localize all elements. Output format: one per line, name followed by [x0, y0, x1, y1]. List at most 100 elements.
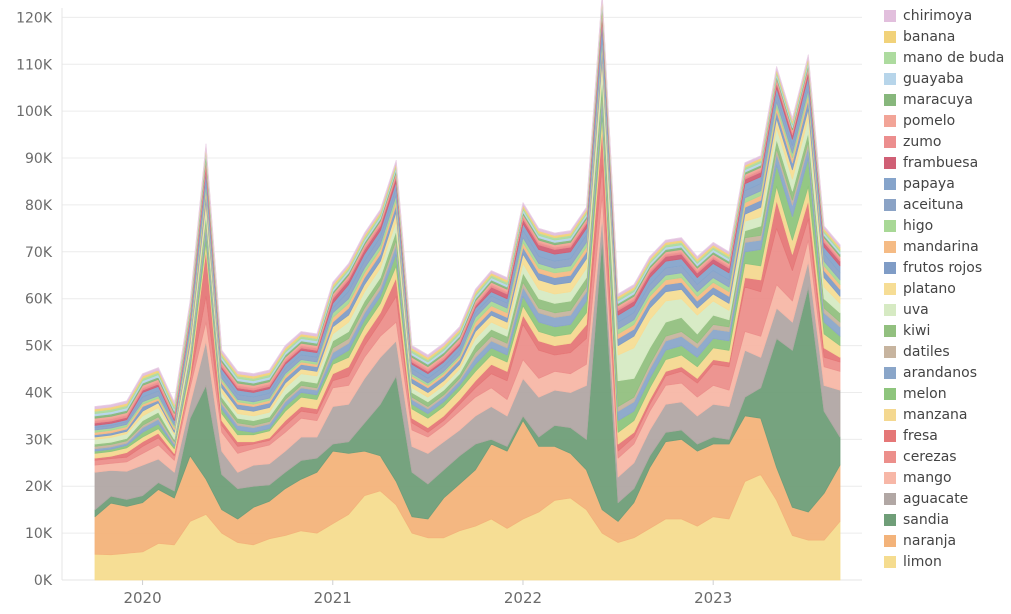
legend-swatch	[884, 366, 896, 379]
legend-item-papaya[interactable]: papaya	[884, 173, 1009, 194]
stacked-area-chart: 0K 10K 20K 30K 40K 50K 60K 70K 80K 90K 100K 110K 120…	[16, 0, 862, 607]
legend-swatch	[884, 387, 896, 400]
area-series-group	[94, 0, 841, 581]
x-tick-label: 2023	[694, 589, 732, 607]
y-tick-label: 30K	[25, 432, 53, 448]
legend-swatch	[884, 219, 896, 232]
legend-label: platano	[903, 280, 956, 297]
y-tick-label: 40K	[25, 385, 53, 401]
legend-item-manzana[interactable]: manzana	[884, 404, 1009, 425]
legend-swatch	[884, 135, 896, 148]
legend-item-frutos-rojos[interactable]: frutos rojos	[884, 257, 1009, 278]
area-chirimoya	[94, 0, 841, 410]
x-tick-label: 2020	[123, 589, 161, 607]
legend-label: mango	[903, 469, 952, 486]
legend-swatch	[884, 177, 896, 190]
area-edge-chirimoya	[94, 0, 841, 407]
legend-item-pomelo[interactable]: pomelo	[884, 110, 1009, 131]
legend-item-frambuesa[interactable]: frambuesa	[884, 152, 1009, 173]
legend-swatch	[884, 345, 896, 358]
legend-swatch	[884, 72, 896, 85]
legend-item-cerezas[interactable]: cerezas	[884, 446, 1009, 467]
legend-item-datiles[interactable]: datiles	[884, 341, 1009, 362]
legend-item-maracuya[interactable]: maracuya	[884, 89, 1009, 110]
legend-label: mano de buda	[903, 49, 1005, 66]
legend-swatch	[884, 534, 896, 547]
legend-label: manzana	[903, 406, 968, 423]
legend-swatch	[884, 513, 896, 526]
y-axis: 0K 10K 20K 30K 40K 50K 60K 70K 80K 90K 100K 110K 120…	[16, 10, 53, 589]
legend-swatch	[884, 156, 896, 169]
legend-swatch	[884, 408, 896, 421]
legend-label: naranja	[903, 532, 957, 549]
legend-item-limon[interactable]: limon	[884, 551, 1009, 572]
legend-label: fresa	[903, 427, 938, 444]
y-tick-label: 0K	[34, 573, 53, 589]
legend-label: aceituna	[903, 196, 964, 213]
legend-label: sandia	[903, 511, 950, 528]
legend-item-aguacate[interactable]: aguacate	[884, 488, 1009, 509]
y-tick-label: 100K	[16, 104, 53, 120]
legend-label: datiles	[903, 343, 950, 360]
y-tick-label: 70K	[25, 245, 53, 261]
legend-swatch	[884, 9, 896, 22]
legend-label: melon	[903, 385, 947, 402]
legend-swatch	[884, 324, 896, 337]
legend-swatch	[884, 30, 896, 43]
legend-swatch	[884, 303, 896, 316]
legend-swatch	[884, 492, 896, 505]
legend-label: aguacate	[903, 490, 969, 507]
legend-label: chirimoya	[903, 7, 973, 24]
legend-item-guayaba[interactable]: guayaba	[884, 68, 1009, 89]
legend-label: mandarina	[903, 238, 979, 255]
legend-label: higo	[903, 217, 934, 234]
legend-swatch	[884, 51, 896, 64]
y-tick-label: 10K	[25, 526, 53, 542]
legend-label: frambuesa	[903, 154, 979, 171]
legend-swatch	[884, 450, 896, 463]
y-tick-label: 120K	[16, 10, 53, 26]
legend-label: kiwi	[903, 322, 931, 339]
legend-item-higo[interactable]: higo	[884, 215, 1009, 236]
legend-swatch	[884, 240, 896, 253]
x-axis: 2020 2021 2022 2023	[123, 580, 732, 607]
legend-label: limon	[903, 553, 942, 570]
legend-label: zumo	[903, 133, 942, 150]
legend-item-mano-de-buda[interactable]: mano de buda	[884, 47, 1009, 68]
legend-swatch	[884, 93, 896, 106]
legend-swatch	[884, 282, 896, 295]
legend-item-sandia[interactable]: sandia	[884, 509, 1009, 530]
y-tick-label: 60K	[25, 292, 53, 308]
legend-label: maracuya	[903, 91, 973, 108]
legend-label: papaya	[903, 175, 955, 192]
legend-swatch	[884, 471, 896, 484]
legend-item-mango[interactable]: mango	[884, 467, 1009, 488]
legend-item-zumo[interactable]: zumo	[884, 131, 1009, 152]
legend-item-uva[interactable]: uva	[884, 299, 1009, 320]
y-tick-label: 80K	[25, 198, 53, 214]
legend-item-naranja[interactable]: naranja	[884, 530, 1009, 551]
legend-item-banana[interactable]: banana	[884, 26, 1009, 47]
legend-item-chirimoya[interactable]: chirimoya	[884, 5, 1009, 26]
legend-label: cerezas	[903, 448, 957, 465]
legend-label: arandanos	[903, 364, 977, 381]
legend-label: banana	[903, 28, 956, 45]
legend-item-mandarina[interactable]: mandarina	[884, 236, 1009, 257]
legend-label: uva	[903, 301, 929, 318]
x-tick-label: 2021	[314, 589, 352, 607]
y-tick-label: 90K	[25, 151, 53, 167]
legend-item-fresa[interactable]: fresa	[884, 425, 1009, 446]
legend-label: pomelo	[903, 112, 956, 129]
legend-swatch	[884, 429, 896, 442]
legend: chirimoya banana mano de buda guayaba maracu…	[884, 5, 1009, 572]
legend-swatch	[884, 198, 896, 211]
legend-item-aceituna[interactable]: aceituna	[884, 194, 1009, 215]
legend-item-platano[interactable]: platano	[884, 278, 1009, 299]
legend-label: frutos rojos	[903, 259, 983, 276]
legend-item-melon[interactable]: melon	[884, 383, 1009, 404]
x-tick-label: 2022	[504, 589, 542, 607]
legend-item-kiwi[interactable]: kiwi	[884, 320, 1009, 341]
legend-swatch	[884, 261, 896, 274]
legend-swatch	[884, 555, 896, 568]
legend-item-arandanos[interactable]: arandanos	[884, 362, 1009, 383]
